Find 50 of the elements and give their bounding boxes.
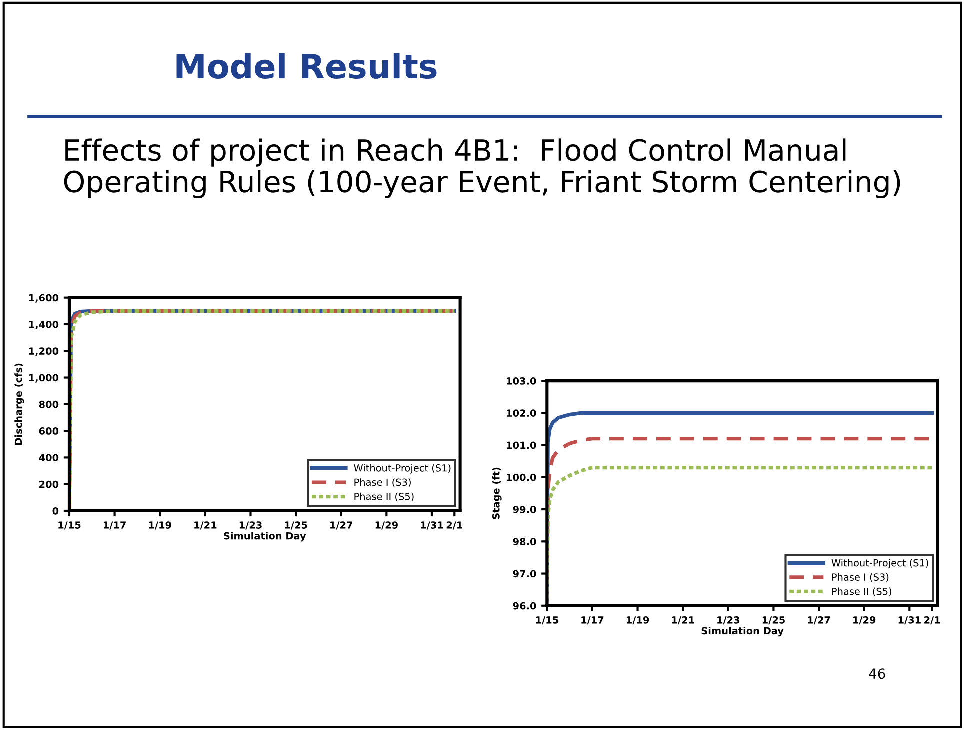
x-tick-label: 1/17 [104,522,126,530]
legend-label: Phase II (S5) [832,588,892,596]
x-axis-title: Simulation Day [702,627,784,637]
y-tick-label: 100.0 [507,474,536,482]
x-tick-label: 1/31 [898,616,921,625]
x-tick-label: 1/27 [808,616,830,625]
x-tick-label: 1/23 [718,616,740,625]
legend-label: Phase I (S3) [832,573,889,582]
y-tick-label: 1,400 [29,320,59,330]
x-tick-label: 1/15 [536,616,558,625]
y-tick-label: 0 [52,507,59,515]
legend-label: Without-Project (S1) [354,464,451,474]
x-tick-label: 2/1 [446,522,463,530]
text: 46 [869,668,886,680]
y-axis-title: Discharge (cfs) [14,364,24,445]
legend-label: Phase II (S5) [354,492,414,502]
x-tick-label: 1/23 [240,522,262,530]
y-tick-label: 101.0 [507,442,536,450]
chart-title: Model Results [176,53,437,80]
y-tick-label: 1,600 [29,294,59,303]
x-tick-label: 1/17 [582,616,604,625]
y-tick-label: 97.0 [513,570,536,578]
x-tick-label: 1/19 [626,616,650,625]
y-tick-label: 600 [39,428,59,435]
x-axis-title: Simulation Day [224,532,306,542]
x-tick-label: 2/1 [924,616,940,625]
chart-subtitle: Effects of project in Reach 4B1: Flood Control Manual Operating Rules (100-year Event, Friant Storm Centering) [64,138,900,198]
y-tick-label: 96.0 [513,602,536,610]
x-tick-label: 1/27 [330,522,353,530]
x-tick-label: 1/25 [762,616,785,625]
legend-label: Without-Project (S1) [832,559,928,569]
y-tick-label: 98.0 [513,538,536,546]
legend-label: Phase I (S3) [354,478,411,488]
y-tick-label: 103.0 [507,378,536,385]
y-tick-label: 99.0 [513,506,536,514]
x-tick-label: 1/15 [58,522,81,530]
y-tick-label: 1,000 [29,374,59,383]
x-tick-label: 1/29 [854,616,876,625]
x-tick-label: 1/25 [285,522,308,530]
y-tick-label: 1,200 [29,348,59,356]
y-tick-label: 200 [40,480,59,488]
x-tick-label: 1/21 [672,616,694,625]
x-tick-label: 1/19 [149,522,172,530]
y-tick-label: 800 [39,400,59,408]
x-tick-label: 1/31 [421,522,444,530]
y-tick-label: 400 [39,454,59,462]
x-tick-label: 1/29 [376,522,398,530]
y-axis-title: Stage (ft) [492,468,502,520]
x-tick-label: 1/21 [194,522,217,530]
y-tick-label: 102.0 [507,410,536,418]
